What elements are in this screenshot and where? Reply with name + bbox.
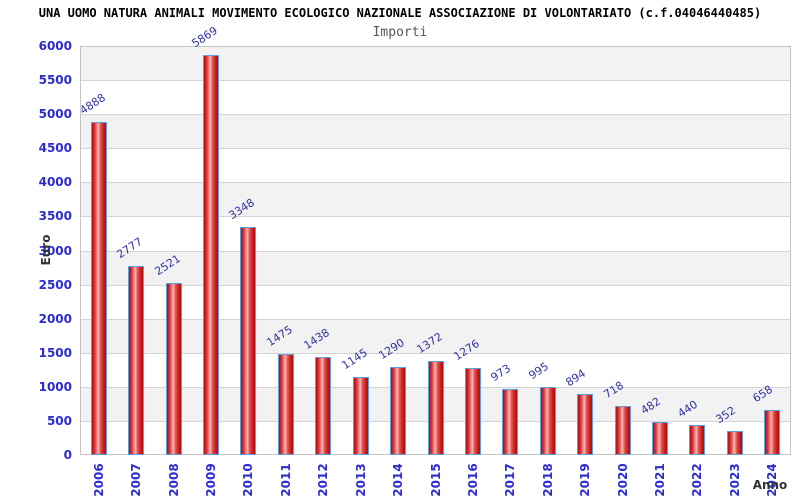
x-tick-label: 2022 <box>690 463 705 497</box>
x-axis-title: Anno <box>752 478 788 492</box>
plot-band <box>80 46 791 81</box>
gridline <box>80 148 791 150</box>
gridline <box>80 318 791 320</box>
bar-2013 <box>352 376 369 455</box>
y-tick-label: 3000 <box>38 243 72 258</box>
y-tick-label: 1000 <box>38 379 72 394</box>
y-tick-label: 5000 <box>38 107 72 122</box>
y-tick-label: 1500 <box>38 345 72 360</box>
x-tick-label: 2007 <box>129 463 144 497</box>
y-tick-label: 0 <box>63 448 72 462</box>
x-tick-label: 2015 <box>428 463 443 497</box>
gridline <box>80 216 791 218</box>
x-tick-label: 2014 <box>391 463 406 497</box>
x-tick-label: 2020 <box>615 463 630 497</box>
bar-2021 <box>652 422 669 455</box>
plot-band <box>80 216 791 251</box>
plot-band <box>80 182 791 217</box>
plot-band <box>80 148 791 183</box>
bar-2016 <box>464 368 481 455</box>
bar-2008 <box>165 283 182 455</box>
bar-2012 <box>315 356 332 455</box>
bar-2018 <box>539 387 556 455</box>
x-tick-label: 2006 <box>91 463 106 497</box>
plot-band <box>80 80 791 115</box>
gridline <box>80 284 791 286</box>
y-tick-label: 5500 <box>38 73 72 88</box>
y-tick-label: 3500 <box>38 209 72 224</box>
x-tick-label: 2019 <box>578 463 593 497</box>
x-tick-label: 2008 <box>166 463 181 497</box>
bar-2014 <box>390 367 407 455</box>
y-tick-label: 2000 <box>38 311 72 326</box>
plot-band <box>80 250 791 285</box>
gridline <box>80 352 791 354</box>
gridline <box>80 80 791 82</box>
y-tick-label: 4000 <box>38 175 72 190</box>
x-tick-label: 2016 <box>465 463 480 497</box>
bar-2024 <box>764 410 781 455</box>
bar-2017 <box>502 388 519 455</box>
plot-band <box>80 318 791 353</box>
plot-band <box>80 284 791 319</box>
bar-2007 <box>128 265 145 455</box>
x-tick-label: 2013 <box>353 463 368 497</box>
y-tick-label: 4500 <box>38 141 72 156</box>
bar-2019 <box>577 394 594 455</box>
gridline <box>80 250 791 252</box>
x-tick-label: 2010 <box>241 463 256 497</box>
chart-title: UNA UOMO NATURA ANIMALI MOVIMENTO ECOLOG… <box>38 6 762 20</box>
chart-subtitle: Importi <box>372 25 428 40</box>
y-axis-title: Euro <box>39 234 53 266</box>
bar-2022 <box>689 425 706 455</box>
x-tick-label: 2021 <box>653 463 668 497</box>
x-tick-label: 2018 <box>540 463 555 497</box>
gridline <box>80 182 791 184</box>
y-tick-label: 500 <box>46 413 72 428</box>
bar-2010 <box>240 226 257 455</box>
bar-2023 <box>726 431 743 455</box>
y-tick-label: 2500 <box>38 277 72 292</box>
bar-2020 <box>614 406 631 455</box>
bar-2006 <box>90 121 107 455</box>
x-tick-label: 2011 <box>278 463 293 497</box>
x-tick-label: 2009 <box>203 463 218 497</box>
y-tick-label: 6000 <box>38 39 72 53</box>
bar-2011 <box>277 354 294 455</box>
x-tick-label: 2017 <box>503 463 518 497</box>
bar-2015 <box>427 361 444 455</box>
bar-2009 <box>202 54 219 455</box>
gridline <box>80 114 791 116</box>
x-tick-label: 2023 <box>727 463 742 497</box>
x-tick-label: 2012 <box>316 463 331 497</box>
plot-band <box>80 114 791 149</box>
